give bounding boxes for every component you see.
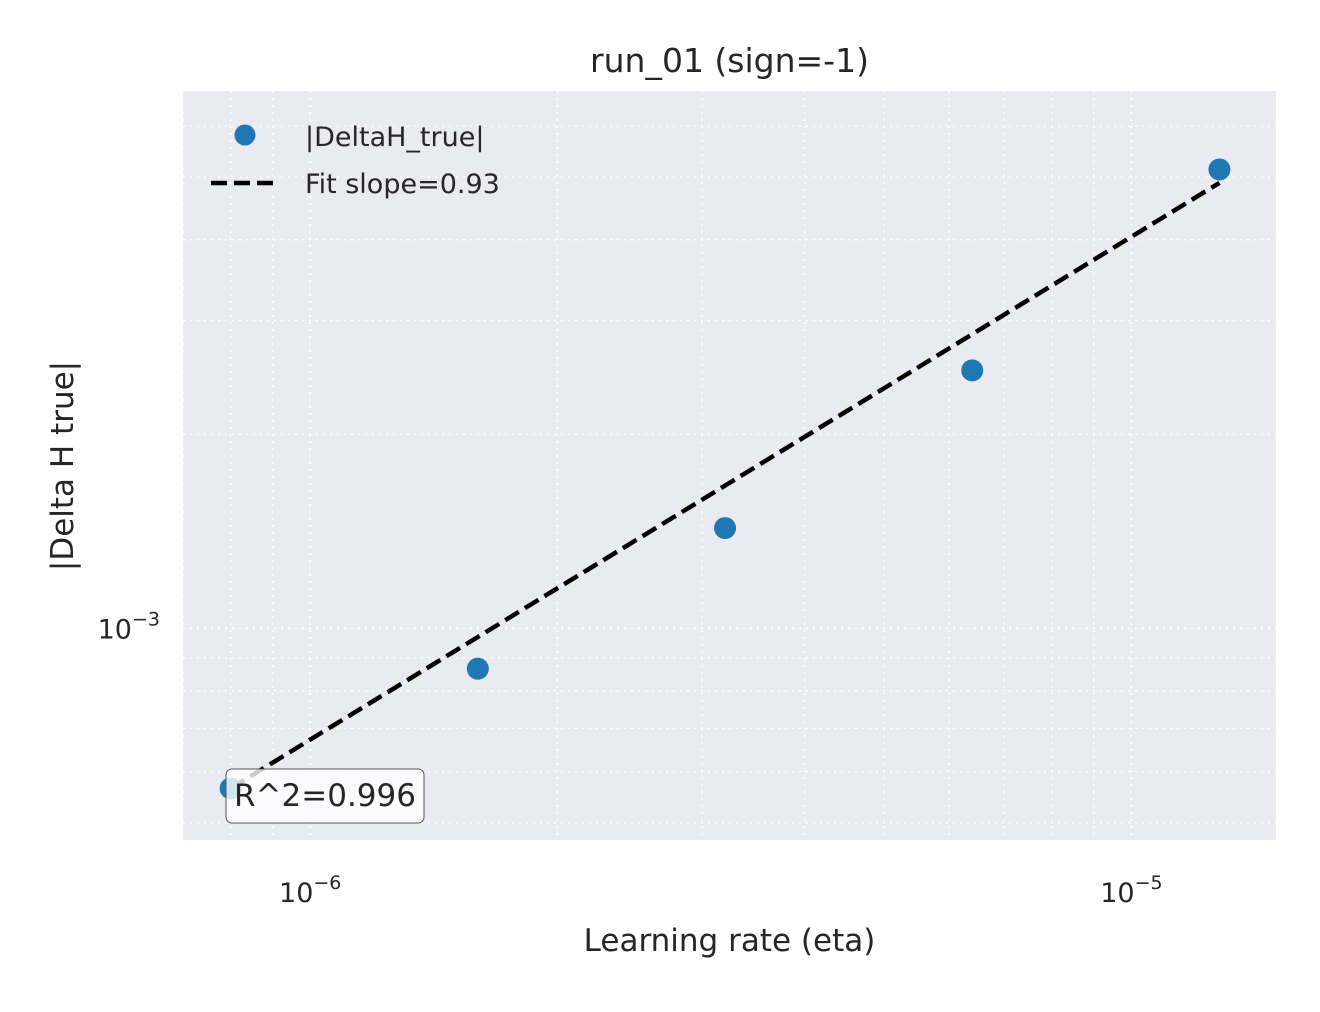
x-tick-label: 10−5 [1100,872,1162,909]
annotation-box [225,768,425,824]
y-tick-label: 10−3 [98,608,160,645]
data-point [714,517,737,540]
x-axis-label: Learning rate (eta) [584,923,876,959]
legend-label-scatter: |DeltaH_true| [305,122,484,153]
r-squared-annotation: R^2=0.996 [225,768,425,824]
chart-title: run_01 (sign=-1) [590,41,869,80]
data-point [961,359,984,382]
x-tick-label: 10−6 [279,872,341,909]
legend: |DeltaH_true| Fit slope=0.93 [211,122,500,200]
y-axis-ticks: 10−3 [98,608,160,645]
legend-marker-scatter [234,124,256,146]
annotation-text: R^2=0.996 [234,778,416,814]
fit-line [229,180,1221,791]
y-axis-label: |Delta H true| [45,361,81,571]
x-axis-ticks: 10−6 10−5 [279,872,1163,909]
grid [182,91,1276,840]
data-point [1208,158,1231,181]
data-point [466,657,489,680]
fit-line-layer [229,180,1221,791]
legend-label-fit: Fit slope=0.93 [305,169,500,200]
